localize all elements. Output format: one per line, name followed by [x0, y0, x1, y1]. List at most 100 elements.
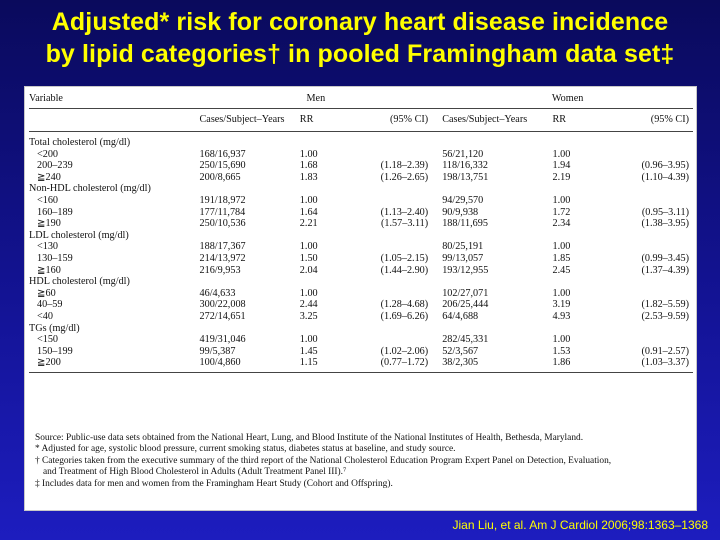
table-body: Total cholesterol (mg/dl) <200 168/16,937 1…	[29, 137, 693, 373]
women-rr-cell: 2.34	[552, 218, 571, 230]
men-ci-cell: (1.69–6.26)	[380, 310, 429, 322]
men-cases-header: Cases/Subject–Years	[199, 108, 300, 132]
men-rr-cell: 1.83	[299, 171, 318, 183]
women-rr-cell: 4.93	[552, 310, 571, 322]
men-ci-cell	[350, 241, 432, 253]
men-cases-cell: 100/4,860	[199, 357, 300, 373]
women-cases-cell: 206/25,444	[442, 299, 489, 311]
men-rr-cell: 1.45	[299, 345, 318, 357]
variable-header: Variable	[29, 90, 200, 109]
table-row: 150–199 99/5,387 1.45 (1.02–2.06) 52/3,567 1.…	[29, 346, 693, 358]
men-header: Men	[199, 90, 433, 109]
men-rr-cell: 2.04	[299, 264, 318, 276]
women-ci-cell	[603, 288, 693, 300]
men-ci-cell	[350, 149, 432, 161]
men-rr-cell: 1.68	[299, 160, 318, 172]
group-label: Non-HDL cholesterol (mg/dl)	[29, 183, 151, 195]
footnote-categories-cont: and Treatment of High Blood Cholesterol …	[43, 467, 347, 478]
table-row: <200 168/16,937 1.00 56/21,120 1.00	[29, 149, 693, 161]
risk-table: Variable Men Women Cases/Subject–Years R…	[29, 90, 693, 373]
table-row: ≧190 250/10,536 2.21 (1.57–3.11) 188/11,695 2…	[29, 218, 693, 230]
men-ci-cell: (1.26–2.65)	[380, 171, 429, 183]
men-rr-cell: 1.15	[299, 357, 350, 373]
women-cases-cell: 282/45,331	[442, 334, 489, 346]
women-ci-cell: (1.10–4.39)	[641, 171, 689, 183]
table-row: ≧160 216/9,953 2.04 (1.44–2.90) 193/12,955 2.…	[29, 265, 693, 277]
men-cases-cell: 99/5,387	[199, 345, 236, 357]
table-row: 130–159 214/13,972 1.50 (1.05–2.15) 99/13,05…	[29, 253, 693, 265]
women-rr-cell: 1.94	[552, 160, 571, 172]
men-cases-cell: 272/14,651	[199, 310, 246, 322]
women-ci-cell: (1.03–3.37)	[602, 357, 693, 373]
title-line-2: by lipid categories† in pooled Framingha…	[45, 40, 675, 68]
footnote-adjusted: * Adjusted for age, systolic blood press…	[35, 444, 456, 455]
footnote-includes: ‡ Includes data for men and women from t…	[35, 478, 393, 489]
men-cases-cell: 214/13,972	[199, 252, 246, 264]
category-cell: <200	[37, 148, 59, 160]
men-cases-cell: 200/8,665	[199, 171, 241, 183]
women-cases-cell: 56/21,120	[442, 148, 484, 160]
men-rr-cell: 1.50	[299, 252, 318, 264]
table-group-row: HDL cholesterol (mg/dl)	[29, 276, 693, 288]
men-cases-cell: 216/9,953	[199, 264, 241, 276]
men-rr-header: RR	[299, 108, 350, 132]
women-ci-cell	[603, 334, 693, 346]
category-cell: ≧190	[37, 218, 61, 230]
women-rr-cell: 2.19	[552, 171, 571, 183]
women-ci-header: (95% CI)	[602, 108, 693, 132]
women-header: Women	[442, 90, 693, 109]
women-ci-cell: (0.96–3.95)	[641, 160, 689, 172]
category-cell: 160–189	[37, 206, 73, 218]
table-group-row: LDL cholesterol (mg/dl)	[29, 230, 693, 242]
table-group-row: TGs (mg/dl)	[29, 323, 693, 335]
women-rr-cell: 3.19	[552, 299, 571, 311]
category-cell: 150–199	[37, 345, 73, 357]
women-ci-cell: (1.82–5.59)	[641, 299, 689, 311]
men-rr-cell: 1.00	[299, 148, 318, 160]
men-ci-cell	[350, 195, 432, 207]
men-ci-cell: (0.77–1.72)	[349, 357, 433, 373]
footnote-categories: † Categories taken from the executive su…	[35, 455, 612, 466]
citation: Jian Liu, et al. Am J Cardiol 2006;98:13…	[452, 518, 708, 532]
footnote-source: Source: Public-use data sets obtained fr…	[35, 433, 584, 443]
men-rr-cell: 2.44	[299, 299, 318, 311]
men-ci-cell	[350, 288, 432, 300]
women-cases-cell: 193/12,955	[442, 264, 489, 276]
women-rr-cell: 1.00	[552, 334, 571, 346]
men-ci-header: (95% CI)	[349, 108, 433, 132]
women-ci-cell	[603, 241, 693, 253]
men-ci-cell: (1.05–2.15)	[380, 252, 429, 264]
women-rr-cell: 1.00	[552, 148, 571, 160]
men-cases-cell: 419/31,046	[199, 334, 246, 346]
women-cases-cell: 99/13,057	[442, 252, 484, 264]
women-rr-cell: 1.86	[552, 357, 603, 373]
men-ci-cell: (1.28–4.68)	[380, 299, 429, 311]
women-cases-cell: 198/13,751	[442, 171, 489, 183]
women-ci-cell: (0.95–3.11)	[641, 206, 689, 218]
table-row: ≧200 100/4,860 1.15 (0.77–1.72) 38/2,305 1.86…	[29, 357, 693, 373]
table-row: ≧240 200/8,665 1.83 (1.26–2.65) 198/13,751 2.…	[29, 172, 693, 184]
category-cell: <130	[37, 241, 59, 253]
category-cell: <150	[37, 334, 59, 346]
category-cell: ≧60	[37, 287, 56, 299]
table-row: <150 419/31,046 1.00 282/45,331 1.00	[29, 334, 693, 346]
women-cases-cell: 38/2,305	[442, 357, 553, 373]
women-cases-cell: 52/3,567	[442, 345, 479, 357]
table-row: 40–59 300/22,008 2.44 (1.28–4.68) 206/25,444…	[29, 299, 693, 311]
men-ci-cell: (1.18–2.39)	[380, 160, 429, 172]
table-row: <130 188/17,367 1.00 80/25,191 1.00	[29, 241, 693, 253]
table-footnotes: Source: Public-use data sets obtained fr…	[35, 433, 690, 490]
category-cell: <40	[37, 310, 53, 322]
women-rr-cell: 1.85	[552, 252, 571, 264]
women-rr-cell: 1.00	[552, 287, 571, 299]
group-label: HDL cholesterol (mg/dl)	[29, 276, 130, 288]
table-group-row: Non-HDL cholesterol (mg/dl)	[29, 183, 693, 195]
women-ci-cell: (1.37–4.39)	[641, 264, 689, 276]
category-cell: ≧160	[37, 264, 61, 276]
men-cases-cell: 191/18,972	[199, 194, 246, 206]
men-cases-cell: 168/16,937	[199, 148, 246, 160]
men-rr-cell: 1.00	[299, 287, 318, 299]
men-cases-cell: 46/4,633	[199, 287, 236, 299]
women-cases-cell: 118/16,332	[442, 160, 488, 172]
women-rr-cell: 1.72	[552, 206, 571, 218]
